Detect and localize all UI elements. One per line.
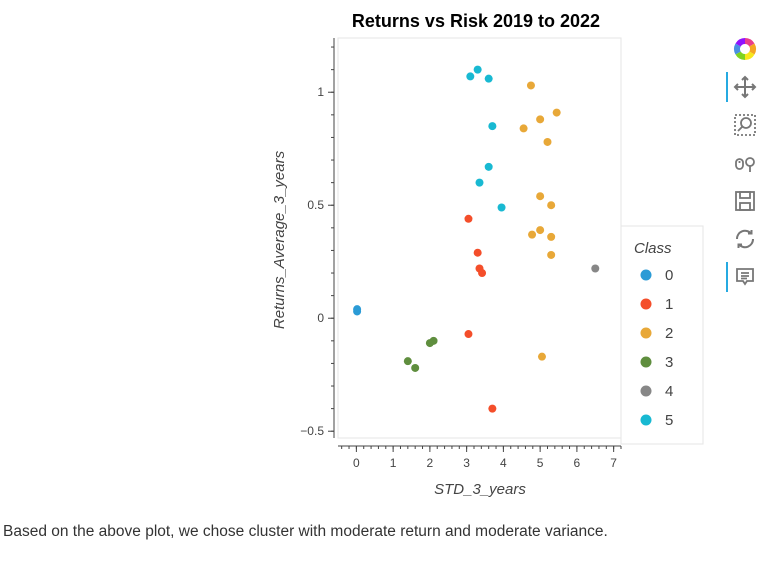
data-point-class-2 <box>547 250 556 259</box>
legend-label-4: 4 <box>665 383 673 400</box>
data-point-class-3 <box>425 339 434 348</box>
x-axis-label: STD_3_years <box>434 481 526 498</box>
legend-marker-3 <box>640 356 652 368</box>
data-point-class-3 <box>411 363 420 372</box>
data-point-class-2 <box>543 137 552 146</box>
data-point-class-2 <box>519 124 528 133</box>
legend: Class 0 1 2 3 4 5 <box>620 225 704 445</box>
bokeh-logo-icon[interactable] <box>730 34 760 64</box>
y-tick-label: 0.5 <box>307 198 324 212</box>
legend-marker-1 <box>640 298 652 310</box>
data-points <box>353 65 600 413</box>
legend-label-1: 1 <box>665 296 673 313</box>
y-axis-label: Returns_Average_3_years <box>271 150 288 329</box>
legend-label-3: 3 <box>665 354 673 371</box>
x-tick-label: 0 <box>353 456 360 470</box>
y-tick-label: 0 <box>317 311 324 325</box>
data-point-class-2 <box>536 192 545 201</box>
data-point-class-5 <box>488 122 497 131</box>
y-tick-label: 1 <box>317 85 324 99</box>
data-point-class-1 <box>488 404 497 413</box>
x-tick-label: 3 <box>463 456 470 470</box>
data-point-class-1 <box>464 214 473 223</box>
legend-box <box>620 225 704 445</box>
pan-active-indicator <box>726 72 728 102</box>
pan-icon[interactable] <box>730 72 760 102</box>
box-zoom-icon[interactable] <box>730 110 760 140</box>
x-tick-label: 5 <box>537 456 544 470</box>
data-point-class-2 <box>536 226 545 235</box>
x-axis: 0 1 2 3 4 5 6 7 <box>338 445 622 470</box>
data-point-class-5 <box>466 72 475 81</box>
x-tick-label: 4 <box>500 456 507 470</box>
data-point-class-2 <box>547 201 556 210</box>
data-point-class-5 <box>473 65 482 74</box>
data-point-class-2 <box>526 81 535 90</box>
legend-label-0: 0 <box>665 267 673 284</box>
x-tick-label: 6 <box>574 456 581 470</box>
chart-toolbar <box>726 34 762 304</box>
legend-marker-5 <box>640 414 652 426</box>
y-axis: −0.5 0 0.5 1 <box>300 38 335 438</box>
data-point-class-1 <box>464 330 473 339</box>
data-point-class-0 <box>353 307 362 316</box>
legend-label-5: 5 <box>665 412 673 429</box>
plot-frame <box>337 37 622 439</box>
legend-marker-0 <box>640 269 652 281</box>
data-point-class-5 <box>475 178 484 187</box>
data-point-class-5 <box>484 162 493 171</box>
data-point-class-1 <box>473 248 482 257</box>
scatter-chart[interactable]: Returns vs Risk 2019 to 2022 0 1 2 3 4 5 6 7 −0… <box>0 0 765 510</box>
y-tick-label: −0.5 <box>300 424 324 438</box>
wheel-zoom-icon[interactable] <box>730 148 760 178</box>
hover-icon[interactable] <box>730 262 760 292</box>
legend-marker-4 <box>640 385 652 397</box>
data-point-class-1 <box>478 269 487 278</box>
data-point-class-5 <box>484 74 493 83</box>
data-point-class-2 <box>552 108 561 117</box>
data-point-class-2 <box>547 232 556 241</box>
x-tick-label: 2 <box>427 456 434 470</box>
data-point-class-2 <box>528 230 537 239</box>
x-tick-label: 1 <box>390 456 397 470</box>
data-point-class-2 <box>536 115 545 124</box>
data-point-class-3 <box>403 357 412 366</box>
hover-active-indicator <box>726 262 728 292</box>
legend-label-2: 2 <box>665 325 673 342</box>
caption-text: Based on the above plot, we chose cluste… <box>3 523 608 540</box>
legend-marker-2 <box>640 327 652 339</box>
chart-title: Returns vs Risk 2019 to 2022 <box>352 11 600 31</box>
legend-title: Class <box>634 240 672 257</box>
data-point-class-4 <box>591 264 600 273</box>
save-icon[interactable] <box>730 186 760 216</box>
data-point-class-5 <box>497 203 506 212</box>
x-tick-label: 7 <box>610 456 617 470</box>
reset-icon[interactable] <box>730 224 760 254</box>
data-point-class-2 <box>537 352 546 361</box>
